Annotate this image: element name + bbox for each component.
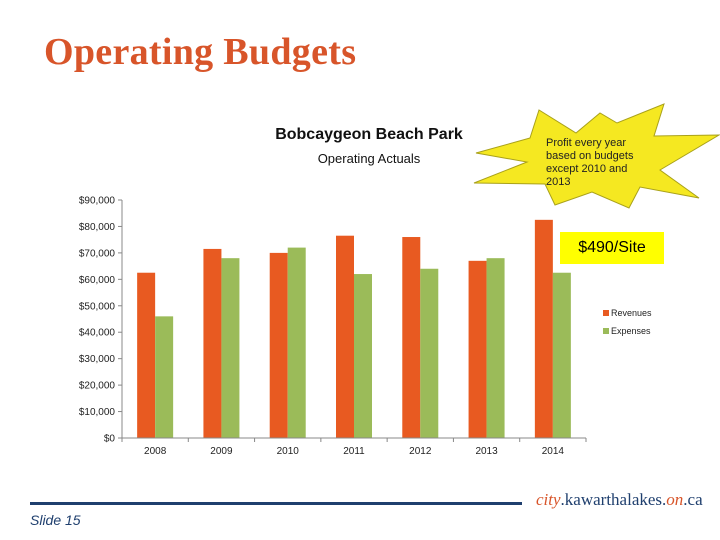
bar-revenues-2010 xyxy=(269,252,288,438)
chart-title: Bobcaygeon Beach Park xyxy=(275,126,463,143)
y-tick-label: $50,000 xyxy=(79,301,116,312)
footer-line xyxy=(30,502,522,505)
bar-expenses-2013 xyxy=(486,258,505,438)
y-tick-label: $40,000 xyxy=(79,328,116,339)
legend-label-revenues: Revenues xyxy=(611,308,652,318)
slide-number: Slide 15 xyxy=(30,512,81,528)
bar-revenues-2013 xyxy=(468,260,487,438)
x-tick-label: 2008 xyxy=(144,446,167,457)
y-tick-label: $80,000 xyxy=(79,222,116,233)
bar-expenses-2011 xyxy=(354,274,372,438)
bar-expenses-2008 xyxy=(155,316,174,438)
y-tick-label: $90,000 xyxy=(79,196,116,207)
bar-revenues-2008 xyxy=(137,272,156,438)
y-tick-label: $10,000 xyxy=(79,407,116,418)
y-tick-label: $0 xyxy=(104,434,116,445)
legend-swatch-expenses xyxy=(603,328,609,334)
x-tick-label: 2011 xyxy=(343,446,365,457)
profit-starburst xyxy=(473,103,720,209)
y-tick-label: $30,000 xyxy=(79,354,116,365)
bar-expenses-2010 xyxy=(287,247,306,438)
legend-label-expenses: Expenses xyxy=(611,326,651,336)
bar-revenues-2009 xyxy=(203,248,222,438)
x-tick-label: 2010 xyxy=(277,446,300,457)
bar-revenues-2014 xyxy=(534,219,553,438)
bar-revenues-2011 xyxy=(336,235,354,438)
brand-part-on: on xyxy=(666,490,684,509)
bar-expenses-2014 xyxy=(552,272,571,438)
chart-subtitle: Operating Actuals xyxy=(317,151,421,166)
y-tick-label: $60,000 xyxy=(79,275,116,286)
burst-text: Profit every year based on budgets excep… xyxy=(546,137,634,188)
legend-swatch-revenues xyxy=(603,310,609,316)
bar-expenses-2012 xyxy=(420,268,439,438)
x-tick-label: 2009 xyxy=(210,446,233,457)
bar-expenses-2009 xyxy=(221,258,240,438)
bar-revenues-2012 xyxy=(402,237,421,438)
brand-part-kawarthalakes: .kawarthalakes. xyxy=(560,490,667,509)
x-tick-label: 2013 xyxy=(475,446,498,457)
per-site-callout: $490/Site xyxy=(560,232,664,264)
y-tick-label: $20,000 xyxy=(79,381,116,392)
brand-part-ca: .ca xyxy=(683,490,703,509)
slide-title: Operating Budgets xyxy=(44,31,357,73)
brand-wordmark: city.kawarthalakes.on.ca xyxy=(536,490,703,510)
x-tick-label: 2012 xyxy=(409,446,432,457)
y-tick-label: $70,000 xyxy=(79,248,116,259)
brand-part-city: city xyxy=(536,490,561,509)
x-tick-label: 2014 xyxy=(542,446,565,457)
